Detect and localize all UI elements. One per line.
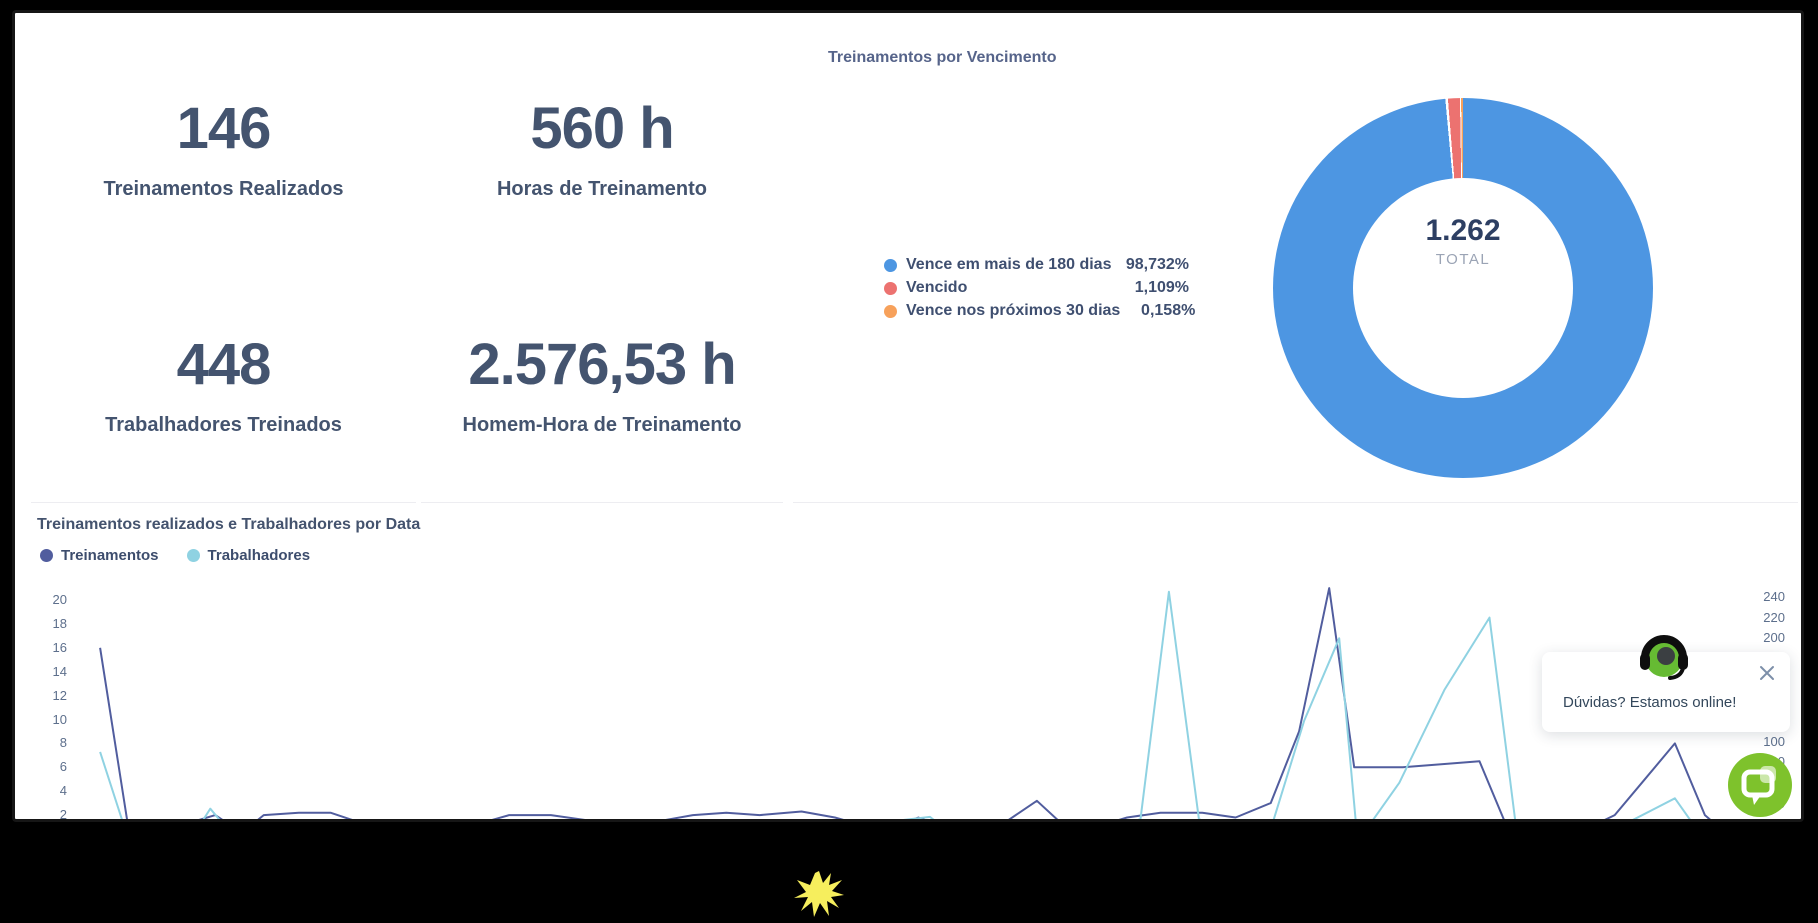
legend-label: Treinamentos (61, 547, 159, 564)
legend-percent: 98,732% (1125, 256, 1189, 273)
donut-total-label: TOTAL (1435, 251, 1491, 268)
legend-label: Vence em mais de 180 dias (906, 256, 1112, 273)
kpi-card-homem-hora: 2.576,53 h Homem-Hora de Treinamento (421, 266, 783, 503)
support-agent-avatar (1635, 627, 1693, 685)
legend-label: Trabalhadores (207, 547, 311, 564)
kpi-value: 560 h (530, 95, 674, 161)
legend-item-vence-proximos-30[interactable]: Vence nos próximos 30 dias 0,158% (884, 302, 1195, 320)
axis-tick-label: 4 (59, 783, 67, 799)
kpi-value: 448 (176, 332, 272, 397)
series-line-treinamentos (99, 587, 1711, 819)
legend-dot-blue (884, 258, 897, 272)
chat-launcher-button[interactable] (1727, 752, 1793, 818)
axis-tick-label: 8 (59, 735, 67, 751)
line-chart-card: Treinamentos realizados e Trabalhadores … (15, 508, 1801, 819)
legend-dot-cyan (186, 549, 200, 562)
legend-percent: 1,109% (1134, 279, 1189, 296)
chat-popup[interactable]: Dúvidas? Estamos online! (1542, 652, 1790, 732)
dashboard-panel: 146 Treinamentos Realizados 560 h Horas … (12, 10, 1804, 822)
legend-item-trabalhadores[interactable]: Trabalhadores (186, 547, 311, 564)
kpi-card-treinamentos-realizados: 146 Treinamentos Realizados (31, 29, 416, 267)
legend-dot-purple (40, 549, 53, 562)
donut-chart-card: Treinamentos por Vencimento Vence em mai… (793, 29, 1798, 503)
chat-popup-message: Dúvidas? Estamos online! (1563, 694, 1737, 711)
kpi-label: Homem-Hora de Treinamento (462, 414, 742, 436)
kpi-label: Treinamentos Realizados (103, 177, 344, 200)
line-chart-title: Treinamentos realizados e Trabalhadores … (37, 516, 421, 533)
axis-tick-label: 2 (59, 807, 67, 822)
legend-dot-red (884, 281, 897, 295)
axis-tick-label: 220 (1763, 609, 1785, 625)
axis-tick-label: 12 (52, 687, 67, 703)
legend-dot-orange (884, 304, 897, 318)
kpi-card-trabalhadores-treinados: 448 Trabalhadores Treinados (31, 266, 416, 503)
legend-label: Vencido (906, 279, 968, 296)
donut-center: 1.262 TOTAL (1273, 214, 1653, 268)
axis-tick-label: 240 (1763, 589, 1785, 604)
line-chart-plot[interactable] (75, 583, 1745, 819)
click-starburst-indicator (794, 871, 844, 917)
series-line-trabalhadores (99, 590, 1691, 819)
axis-tick-label: 14 (52, 663, 67, 679)
kpi-card-horas-treinamento: 560 h Horas de Treinamento (421, 29, 783, 267)
axis-tick-label: 20 (52, 592, 67, 607)
legend-item-vencido[interactable]: Vencido 1,109% (884, 279, 1189, 297)
axis-tick-label: 18 (52, 615, 67, 631)
legend-label: Vence nos próximos 30 dias (906, 302, 1121, 319)
axis-tick-label: 200 (1763, 630, 1785, 646)
legend-item-treinamentos[interactable]: Treinamentos (40, 547, 159, 564)
donut-ring[interactable]: 1.262 TOTAL (1273, 98, 1653, 478)
axis-tick-label: 10 (52, 711, 67, 727)
donut-total-value: 1.262 (1425, 214, 1501, 247)
axis-tick-label: 6 (59, 759, 67, 775)
axis-tick-label: 16 (52, 639, 67, 655)
chat-bubble-icon (1728, 753, 1792, 817)
axis-tick-label: 100 (1763, 733, 1785, 749)
legend-percent: 0,158% (1141, 302, 1196, 319)
kpi-label: Trabalhadores Treinados (105, 414, 342, 436)
close-icon (1760, 666, 1774, 680)
donut-chart-title: Treinamentos por Vencimento (828, 49, 1057, 66)
donut-legend: Vence em mais de 180 dias 98,732% Vencid… (884, 256, 1195, 320)
kpi-value: 2.576,53 h (468, 332, 736, 397)
legend-item-vence-mais-180[interactable]: Vence em mais de 180 dias 98,732% (884, 256, 1189, 274)
line-chart-legend: Treinamentos Trabalhadores (40, 547, 310, 564)
kpi-value: 146 (176, 95, 272, 161)
kpi-label: Horas de Treinamento (496, 177, 708, 200)
chat-close-button[interactable] (1758, 664, 1776, 682)
